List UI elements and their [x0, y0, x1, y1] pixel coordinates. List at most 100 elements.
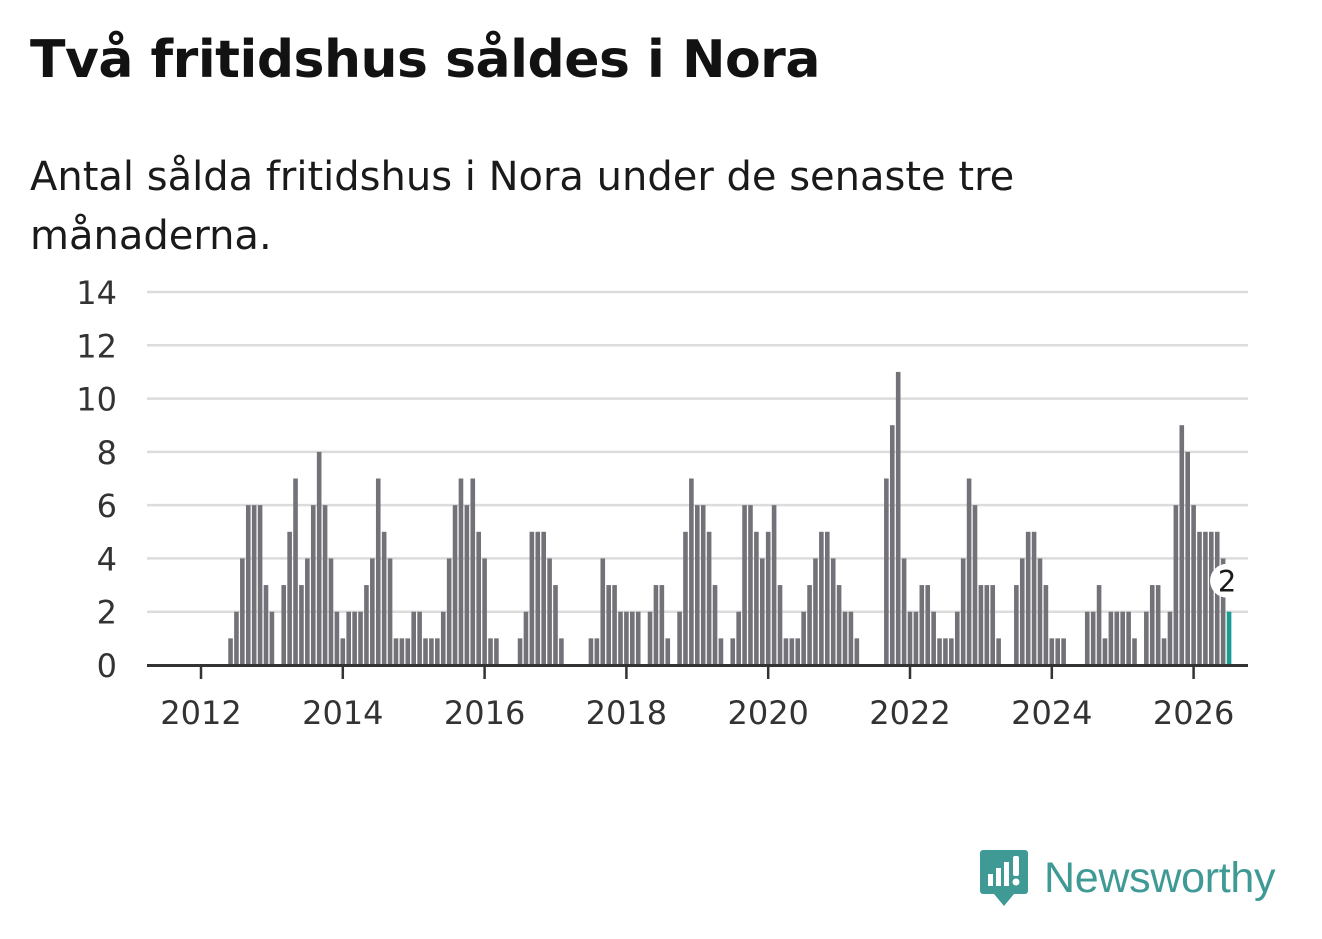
bar	[245, 505, 251, 665]
bar	[399, 638, 405, 665]
y-tick-label: 8	[97, 434, 117, 472]
bar	[635, 611, 641, 665]
bar	[795, 638, 801, 665]
bar	[423, 638, 428, 665]
bar	[1090, 611, 1096, 665]
bar	[1185, 451, 1190, 665]
bar	[375, 478, 381, 665]
bar	[694, 505, 700, 665]
bar	[949, 638, 954, 665]
bar	[1126, 611, 1131, 665]
bar	[240, 558, 245, 665]
bar	[824, 531, 830, 665]
bar	[364, 585, 369, 665]
bar	[1161, 638, 1167, 665]
brand-name: Newsworthy	[1044, 853, 1276, 902]
bar	[1043, 585, 1049, 665]
bar	[429, 638, 434, 665]
bar	[287, 531, 292, 665]
bar	[718, 638, 724, 665]
bar	[683, 531, 688, 665]
bar	[523, 611, 529, 665]
bar	[547, 558, 552, 665]
bar	[228, 638, 233, 665]
bar	[689, 478, 694, 665]
y-tick-label: 14	[76, 274, 117, 312]
bar	[1025, 531, 1031, 665]
x-tick-label: 2022	[869, 694, 950, 732]
bar	[1031, 531, 1037, 665]
bar	[476, 531, 481, 665]
bar	[943, 638, 948, 665]
bar	[1144, 611, 1149, 665]
bar	[281, 585, 287, 665]
bar	[1096, 585, 1102, 665]
x-tick-label: 2020	[727, 694, 808, 732]
y-tick-label: 2	[97, 594, 117, 632]
bar	[606, 585, 611, 665]
bar	[600, 558, 606, 665]
bar	[352, 611, 357, 665]
chart-title: Två fritidshus såldes i Nora	[30, 30, 820, 90]
bar	[1214, 531, 1220, 665]
y-tick-label: 0	[97, 647, 117, 685]
bar	[618, 611, 623, 665]
bar	[653, 585, 659, 665]
bar	[340, 638, 346, 665]
bar	[706, 531, 712, 665]
bar	[996, 638, 1001, 665]
bar	[1049, 638, 1055, 665]
bar	[452, 505, 458, 665]
bar	[1061, 638, 1066, 665]
bar	[488, 638, 493, 665]
bar	[435, 638, 440, 665]
bar	[937, 638, 942, 665]
bar	[1132, 638, 1137, 665]
bar	[913, 611, 919, 665]
bar	[393, 638, 399, 665]
bar	[322, 505, 328, 665]
bar	[541, 531, 546, 665]
bar	[700, 505, 706, 665]
bar	[411, 611, 417, 665]
bar	[783, 638, 789, 665]
bar	[1019, 558, 1025, 665]
bar	[269, 611, 275, 665]
bar	[446, 558, 452, 665]
bar	[517, 638, 523, 665]
bar	[1179, 425, 1185, 665]
bar	[836, 585, 842, 665]
y-tick-label: 10	[76, 381, 117, 419]
bar	[417, 611, 422, 665]
y-tick-label: 12	[76, 327, 117, 365]
bar	[954, 611, 960, 665]
bar	[978, 585, 984, 665]
bar	[588, 638, 594, 665]
bar	[777, 585, 783, 665]
bar	[765, 531, 771, 665]
bar	[813, 558, 818, 665]
bar	[925, 585, 931, 665]
bar	[990, 585, 996, 665]
y-tick-label: 6	[97, 487, 117, 525]
bar	[748, 505, 753, 665]
latest-value-label: 2	[1218, 565, 1236, 599]
bar	[1220, 558, 1226, 665]
bar	[1167, 611, 1173, 665]
bar	[535, 531, 541, 665]
bar	[742, 505, 747, 665]
bar	[801, 611, 806, 665]
bar	[334, 611, 340, 665]
bar	[293, 478, 298, 665]
bar	[299, 585, 304, 665]
bar	[789, 638, 795, 665]
bar	[316, 451, 322, 665]
latest-value-callout: 2	[1210, 563, 1245, 599]
bar	[612, 585, 617, 665]
bar	[895, 371, 901, 665]
bar	[346, 611, 352, 665]
bar	[381, 531, 387, 665]
bar	[630, 611, 635, 665]
bar	[919, 585, 925, 665]
